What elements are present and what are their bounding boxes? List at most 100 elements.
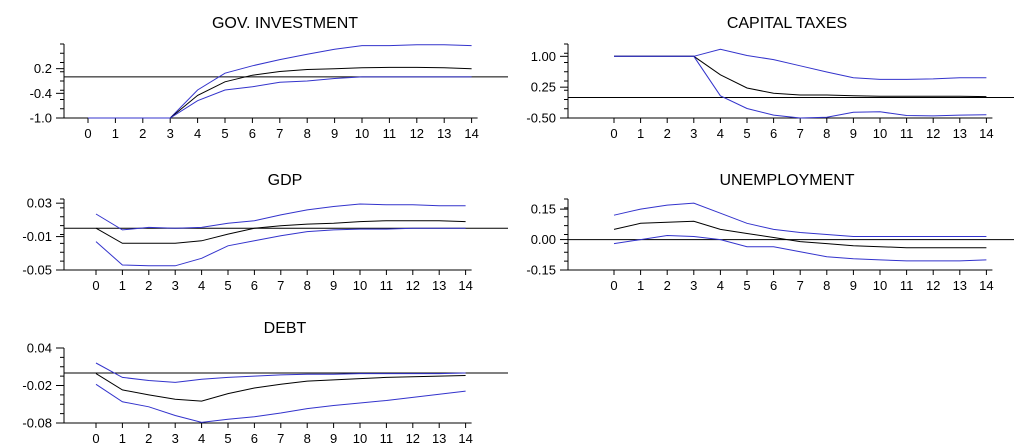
x-tick-label: 12: [926, 278, 940, 293]
series-line-upper: [95, 203, 466, 231]
series-line-upper: [613, 202, 987, 237]
y-tick-label: -0.15: [526, 263, 556, 278]
x-tick-label: 10: [353, 278, 367, 293]
series-line-upper: [88, 44, 472, 119]
series-line-upper: [95, 362, 466, 383]
x-tick-label: 8: [823, 278, 830, 293]
x-tick-label: 1: [119, 278, 126, 293]
x-tick-label: 1: [637, 126, 644, 141]
y-tick-label: -1.0: [30, 111, 52, 126]
y-tick-label: 0.15: [531, 202, 556, 217]
x-tick-label: 8: [304, 126, 311, 141]
x-tick-label: 3: [690, 278, 697, 293]
x-tick-label: 11: [900, 278, 914, 293]
x-tick-label: 11: [900, 126, 914, 141]
x-tick-label: 13: [437, 126, 451, 141]
panel-title: DEBT: [264, 320, 307, 337]
x-tick-label: 12: [406, 278, 420, 293]
x-tick-label: 0: [84, 126, 91, 141]
panel-capital-taxes: CAPITAL TAXES-0.500.251.000 1 2 3 4 5 6 7 8 9 10 11…: [526, 15, 1014, 141]
x-tick-label: 1: [637, 278, 644, 293]
panel-title: CAPITAL TAXES: [727, 15, 847, 32]
series-line-lower: [614, 55, 987, 119]
x-tick-label: 4: [198, 431, 205, 446]
x-tick-label: 14: [979, 278, 993, 293]
x-tick-label: 14: [458, 278, 472, 293]
x-tick-label: 1: [112, 126, 119, 141]
series-line-center: [614, 55, 987, 98]
x-tick-label: 2: [145, 431, 152, 446]
panel-title: UNEMPLOYMENT: [719, 172, 854, 189]
x-tick-label: 9: [850, 126, 857, 141]
series-line-center: [88, 66, 472, 119]
panel-gov-investment: GOV. INVESTMENT-1.0-0.40.20 1 2 3 4 5 6 7 8 9 10 11…: [30, 15, 508, 141]
y-tick-label: -0.02: [22, 378, 52, 393]
x-tick-label: 0: [92, 431, 99, 446]
x-tick-label: 10: [873, 126, 887, 141]
x-tick-label: 5: [743, 278, 750, 293]
series-line-lower: [88, 76, 472, 119]
x-tick-label: 14: [458, 431, 472, 446]
x-tick-label: 8: [304, 431, 311, 446]
panel-unemployment: UNEMPLOYMENT-0.150.000.150 1 2 3 4 5 6 7 8 9 10 11 1…: [526, 172, 1014, 293]
x-tick-label: 10: [355, 126, 369, 141]
x-tick-label: 5: [224, 431, 231, 446]
x-tick-label: 0: [610, 278, 617, 293]
x-tick-label: 8: [304, 278, 311, 293]
x-tick-label: 3: [172, 278, 179, 293]
x-tick-label: 7: [277, 431, 284, 446]
y-tick-label: 0.00: [531, 232, 556, 247]
x-tick-label: 10: [353, 431, 367, 446]
panel-title: GOV. INVESTMENT: [212, 15, 358, 32]
x-tick-label: 13: [953, 278, 967, 293]
x-tick-label: 12: [406, 431, 420, 446]
x-tick-label: 2: [139, 126, 146, 141]
x-tick-label: 9: [331, 126, 338, 141]
x-tick-label: 13: [432, 278, 446, 293]
x-tick-label: 3: [172, 431, 179, 446]
panel-title: GDP: [268, 172, 303, 189]
x-tick-label: 2: [664, 126, 671, 141]
x-tick-label: 5: [743, 126, 750, 141]
x-tick-label: 12: [926, 126, 940, 141]
x-tick-label: 3: [167, 126, 174, 141]
x-tick-label: 9: [850, 278, 857, 293]
x-tick-label: 7: [276, 126, 283, 141]
series-line-center: [613, 220, 987, 249]
y-tick-label: 0.03: [27, 196, 52, 211]
x-tick-label: 8: [823, 126, 830, 141]
x-tick-label: 13: [953, 126, 967, 141]
x-tick-label: 6: [770, 278, 777, 293]
y-tick-label: 0.2: [34, 61, 52, 76]
x-tick-label: 11: [380, 431, 394, 446]
x-tick-label: 6: [251, 431, 258, 446]
x-tick-label: 4: [198, 278, 205, 293]
x-tick-label: 7: [797, 278, 804, 293]
x-tick-label: 4: [717, 126, 724, 141]
x-tick-label: 9: [330, 431, 337, 446]
x-tick-label: 0: [610, 126, 617, 141]
series-line-lower: [95, 383, 466, 423]
x-tick-label: 5: [224, 278, 231, 293]
y-tick-label: -0.01: [22, 229, 52, 244]
series-line-upper: [614, 48, 987, 80]
x-tick-label: 5: [221, 126, 228, 141]
x-tick-label: 7: [277, 278, 284, 293]
x-tick-label: 4: [717, 278, 724, 293]
x-tick-label: 14: [464, 126, 478, 141]
x-tick-label: 3: [690, 126, 697, 141]
y-tick-label: 0.04: [27, 341, 52, 356]
series-line-center: [95, 373, 466, 402]
x-tick-label: 2: [145, 278, 152, 293]
x-tick-label: 12: [410, 126, 424, 141]
x-tick-label: 6: [249, 126, 256, 141]
y-tick-label: -0.50: [526, 111, 556, 126]
x-tick-label: 4: [194, 126, 201, 141]
y-tick-label: -0.4: [30, 86, 52, 101]
x-tick-label: 11: [380, 278, 394, 293]
x-tick-label: 14: [979, 126, 993, 141]
x-tick-label: 6: [770, 126, 777, 141]
y-tick-label: 1.00: [531, 49, 556, 64]
x-tick-label: 2: [664, 278, 671, 293]
